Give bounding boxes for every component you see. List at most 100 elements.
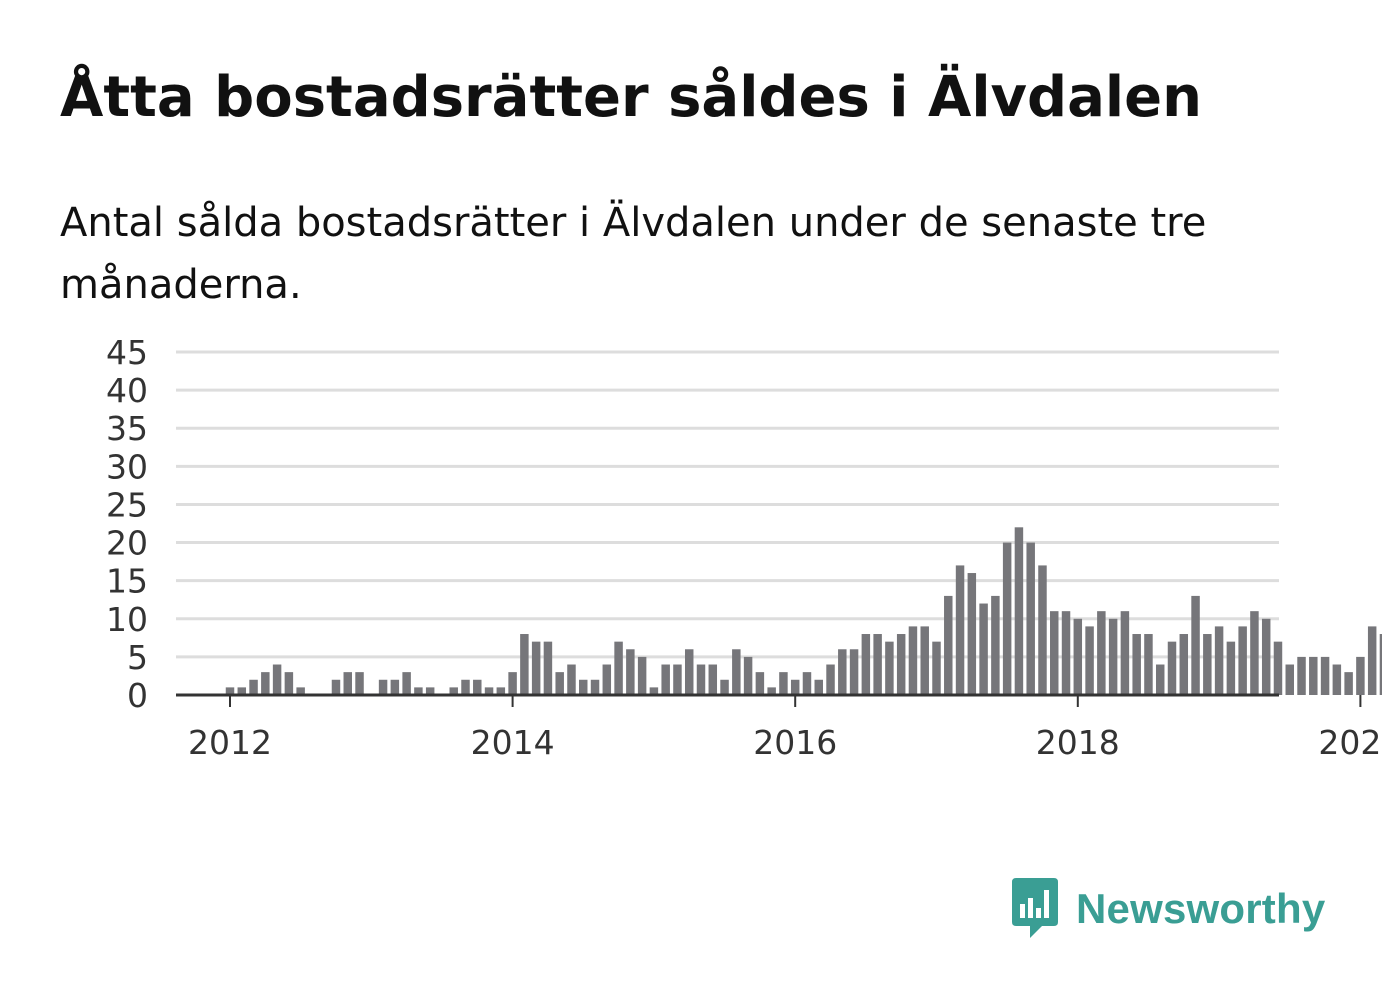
bar — [684, 649, 694, 695]
bar — [555, 672, 564, 695]
y-tick-label: 5 — [127, 638, 148, 677]
bar — [720, 679, 729, 695]
y-tick-label: 0 — [127, 676, 148, 715]
bar — [755, 672, 765, 695]
bar — [1285, 664, 1294, 695]
x-tick-label: 2012 — [188, 723, 272, 762]
bar — [249, 679, 258, 695]
bar — [1050, 611, 1059, 695]
bar — [531, 641, 541, 695]
y-tick-label: 15 — [106, 562, 148, 601]
bar — [1191, 595, 1200, 695]
x-tick-label: 2020 — [1318, 723, 1382, 762]
bar — [1002, 542, 1012, 695]
bar — [896, 634, 906, 695]
bar — [1356, 656, 1365, 695]
bar — [1250, 611, 1259, 695]
bar — [1085, 626, 1094, 695]
bar — [1379, 634, 1382, 695]
x-tick-label: 2016 — [753, 723, 837, 762]
bar — [1155, 664, 1165, 695]
bar — [626, 649, 635, 695]
y-tick-label: 40 — [106, 371, 148, 410]
bar — [861, 634, 871, 695]
bar — [484, 687, 494, 695]
bar — [790, 679, 800, 695]
bar — [1238, 626, 1247, 695]
bar — [814, 679, 823, 695]
bar — [1214, 626, 1224, 695]
x-tick-label: 2018 — [1036, 723, 1120, 762]
bar — [1038, 565, 1047, 695]
bar — [1108, 618, 1118, 695]
bar — [743, 656, 753, 695]
bar — [567, 664, 576, 695]
bar — [461, 679, 470, 695]
gridlines — [176, 350, 1279, 659]
bar — [838, 649, 847, 695]
bar — [402, 672, 411, 695]
bar — [885, 641, 894, 695]
bar — [673, 664, 682, 695]
bar — [637, 656, 647, 695]
x-axis-ticks: 20122014201620182020202220242026 — [188, 695, 1382, 762]
bar — [1061, 611, 1071, 695]
y-tick-label: 30 — [106, 447, 148, 486]
bar — [1144, 634, 1153, 695]
bar — [237, 687, 247, 695]
bar — [355, 672, 364, 695]
bar — [579, 679, 588, 695]
bar — [955, 565, 965, 695]
bar — [602, 664, 612, 695]
y-tick-label: 10 — [106, 600, 148, 639]
bar — [767, 687, 776, 695]
bar — [932, 641, 941, 695]
bar — [543, 641, 553, 695]
bar — [1309, 656, 1318, 695]
bar — [979, 603, 988, 695]
bar — [296, 687, 305, 695]
bar — [696, 664, 706, 695]
newsworthy-bar-chart-icon — [1012, 878, 1058, 938]
bar — [944, 595, 953, 695]
bar — [1120, 611, 1130, 695]
bar — [520, 634, 529, 695]
bar — [661, 664, 670, 695]
bar — [425, 687, 435, 695]
bar — [967, 573, 977, 695]
bar — [590, 679, 600, 695]
bar — [826, 664, 835, 695]
bar — [1073, 618, 1083, 695]
bar — [1167, 641, 1177, 695]
bar — [272, 664, 282, 695]
bar — [908, 626, 918, 695]
bar — [261, 672, 270, 695]
bar — [331, 679, 341, 695]
bar — [1097, 611, 1106, 695]
bar — [649, 687, 659, 695]
bar — [1261, 618, 1271, 695]
bar — [449, 687, 458, 695]
bar — [508, 672, 517, 695]
brand-logo: Newsworthy — [1010, 876, 1325, 942]
y-tick-label: 20 — [106, 524, 148, 563]
bar — [873, 634, 882, 695]
bar — [225, 687, 235, 695]
brand-name: Newsworthy — [1076, 885, 1326, 932]
bar — [284, 672, 294, 695]
bar — [1367, 626, 1377, 695]
bar — [1320, 656, 1330, 695]
bar — [1332, 664, 1342, 695]
bar — [1132, 634, 1141, 695]
bar — [849, 649, 859, 695]
bar — [732, 649, 741, 695]
chart-title: Åtta bostadsrätter såldes i Älvdalen — [60, 65, 1202, 130]
bar — [378, 679, 388, 695]
bar — [343, 672, 352, 695]
y-tick-label: 25 — [106, 485, 148, 524]
bar — [1014, 527, 1024, 695]
bar — [920, 626, 929, 695]
bar — [1226, 641, 1236, 695]
